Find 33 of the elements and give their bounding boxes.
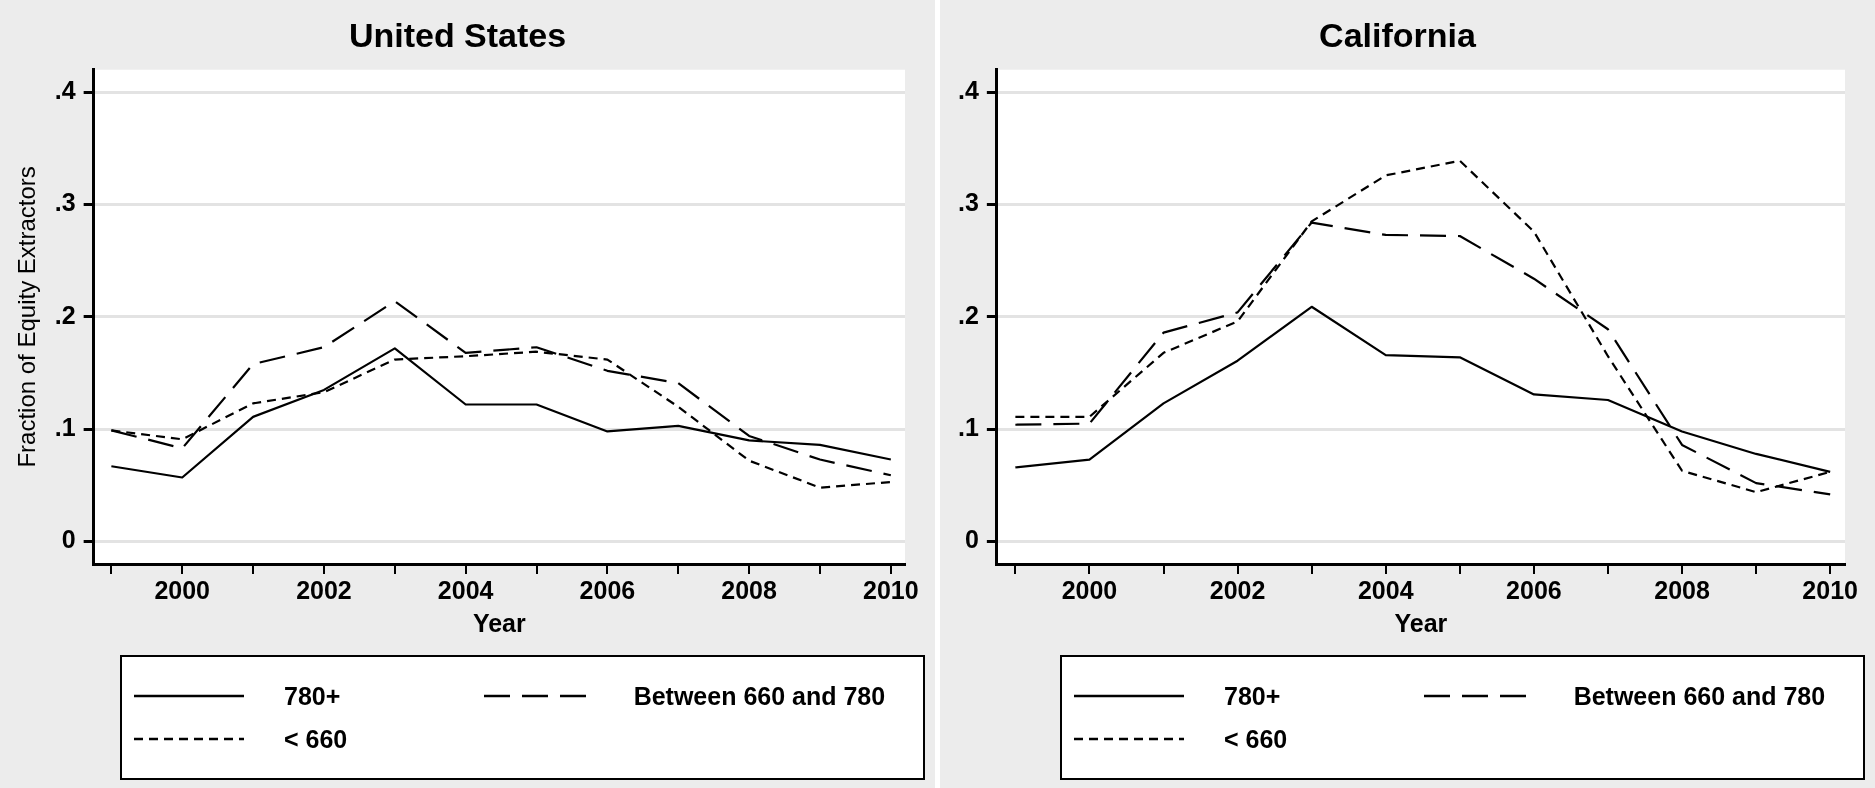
legend-label: < 660	[1224, 724, 1288, 754]
y-tick-label: .1	[54, 413, 76, 442]
y-tick-label: 0	[61, 525, 76, 554]
x-tick-label: 2008	[1654, 575, 1710, 604]
y-tick-label: .2	[54, 300, 76, 329]
x-tick-label: 2000	[154, 575, 211, 604]
x-tick-label: 2000	[1061, 575, 1118, 604]
x-tick-label: 2010	[1802, 575, 1858, 604]
x-tick-label: 2004	[437, 575, 494, 604]
legend-label: Between 660 and 780	[1573, 681, 1826, 711]
x-tick-label: 2004	[1357, 575, 1414, 604]
y-tick-label: .4	[54, 76, 76, 105]
y-tick-label: .2	[957, 300, 979, 329]
x-axis-title: Year	[1394, 608, 1448, 637]
x-tick-label: 2010	[863, 575, 919, 604]
legend-label: < 660	[284, 724, 348, 754]
chart-title: California	[1319, 15, 1477, 54]
chart-title: United States	[348, 15, 567, 54]
x-tick-label: 2006	[1506, 575, 1562, 604]
y-tick-label: .1	[957, 413, 979, 442]
y-axis-title: Fraction of Equity Extractors	[13, 166, 41, 468]
y-tick-label: 0	[964, 525, 979, 554]
x-tick-label: 2006	[579, 575, 636, 604]
legend-label: 780+	[284, 681, 341, 711]
legend-label: 780+	[1224, 681, 1281, 711]
x-axis-title: Year	[472, 608, 527, 637]
y-tick-label: .3	[54, 188, 76, 217]
legend-label: Between 660 and 780	[633, 681, 886, 711]
x-tick-label: 2008	[721, 575, 778, 604]
x-tick-label: 2002	[1209, 575, 1266, 604]
y-tick-label: .4	[957, 76, 979, 105]
y-tick-label: .3	[957, 188, 979, 217]
x-tick-label: 2002	[296, 575, 352, 604]
